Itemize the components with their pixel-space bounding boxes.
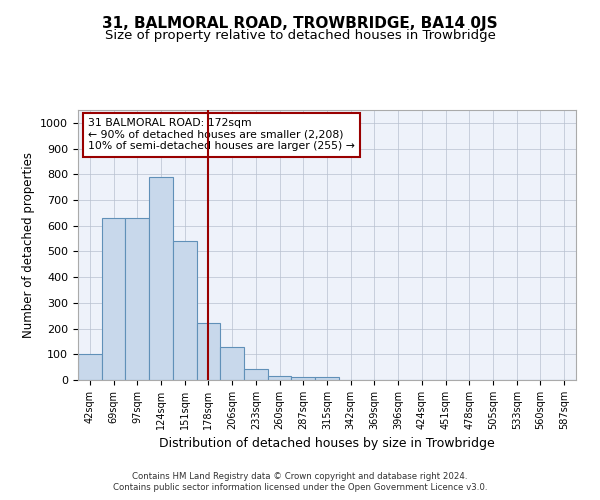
Y-axis label: Number of detached properties: Number of detached properties	[22, 152, 35, 338]
X-axis label: Distribution of detached houses by size in Trowbridge: Distribution of detached houses by size …	[159, 438, 495, 450]
Text: Contains HM Land Registry data © Crown copyright and database right 2024.: Contains HM Land Registry data © Crown c…	[132, 472, 468, 481]
Bar	[78, 354, 102, 380]
Bar	[292, 378, 315, 380]
Bar	[197, 324, 220, 380]
Bar	[102, 218, 125, 380]
Bar	[244, 369, 268, 380]
Bar	[220, 346, 244, 380]
Bar	[125, 218, 149, 380]
Bar	[315, 378, 339, 380]
Text: Size of property relative to detached houses in Trowbridge: Size of property relative to detached ho…	[104, 29, 496, 42]
Bar	[173, 241, 197, 380]
Bar	[268, 376, 292, 380]
Text: 31 BALMORAL ROAD: 172sqm
← 90% of detached houses are smaller (2,208)
10% of sem: 31 BALMORAL ROAD: 172sqm ← 90% of detach…	[88, 118, 355, 152]
Text: 31, BALMORAL ROAD, TROWBRIDGE, BA14 0JS: 31, BALMORAL ROAD, TROWBRIDGE, BA14 0JS	[102, 16, 498, 31]
Text: Contains public sector information licensed under the Open Government Licence v3: Contains public sector information licen…	[113, 484, 487, 492]
Bar	[149, 177, 173, 380]
